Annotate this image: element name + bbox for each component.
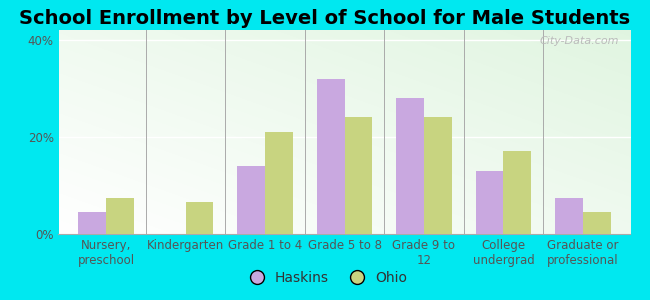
Bar (106, 198, 134, 234)
Bar (79, 212, 106, 234)
Bar (237, 166, 265, 234)
Legend: Haskins, Ohio: Haskins, Ohio (237, 265, 413, 290)
Bar (424, 117, 452, 234)
Bar (476, 171, 503, 234)
Bar (396, 98, 424, 234)
Text: School Enrollment by Level of School for Male Students: School Enrollment by Level of School for… (20, 9, 630, 28)
Bar (583, 212, 610, 234)
Bar (503, 152, 531, 234)
Bar (344, 117, 372, 234)
Bar (265, 132, 293, 234)
Bar (186, 202, 213, 234)
Bar (317, 79, 345, 234)
Text: City-Data.com: City-Data.com (540, 36, 619, 46)
Bar (555, 198, 583, 234)
